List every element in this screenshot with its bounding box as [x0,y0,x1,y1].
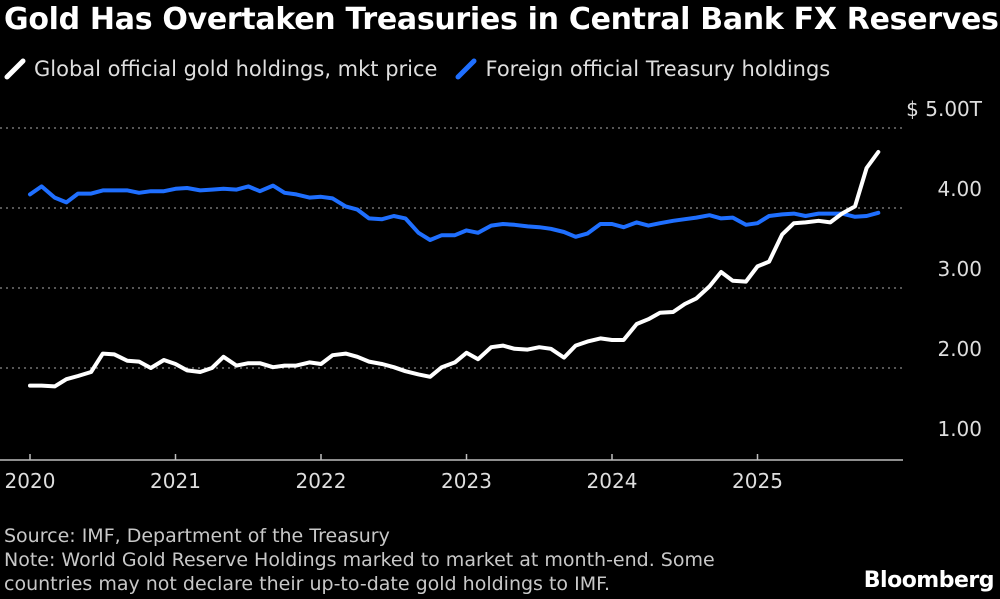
y-axis-ticks: 1.00 2.00 3.00 4.00 $ 5.00T [906,97,983,441]
series-line-treasury [28,183,881,242]
x-tick-label: 2023 [441,469,492,493]
x-tick-label: 2020 [5,469,56,493]
legend-label-gold: Global official gold holdings, mkt price [34,57,438,81]
y-tick-label: $ 5.00T [906,97,983,121]
y-tick-label: 3.00 [937,257,982,281]
series-lines [28,150,881,389]
x-tick-label: 2022 [296,469,347,493]
footnote-line-2: countries may not declare their up-to-da… [4,573,611,595]
x-tick-label: 2024 [587,469,638,493]
chart-footer: Source: IMF, Department of the Treasury … [4,524,715,596]
series-line-gold [28,150,881,389]
x-axis: 2020 2021 2022 2023 2024 2025 [0,454,903,493]
footnote-line-1: Note: World Gold Reserve Holdings marked… [4,549,715,571]
bloomberg-logo: Bloomberg [863,568,995,593]
chart-legend: Global official gold holdings, mkt price… [4,57,848,81]
chart-title: Gold Has Overtaken Treasuries in Central… [4,2,999,37]
x-tick-label: 2021 [150,469,201,493]
gridlines [0,127,903,369]
legend-item-treasury: Foreign official Treasury holdings [455,57,830,81]
source-note: Source: IMF, Department of the Treasury [4,525,390,547]
y-tick-label: 2.00 [937,337,982,361]
y-tick-label: 4.00 [937,177,982,201]
legend-label-treasury: Foreign official Treasury holdings [485,57,831,81]
y-tick-label: 1.00 [937,417,982,441]
x-tick-label: 2025 [732,469,783,493]
legend-swatch-treasury-icon [455,58,477,80]
legend-item-gold: Global official gold holdings, mkt price [4,57,437,81]
legend-swatch-gold-icon [4,58,26,80]
